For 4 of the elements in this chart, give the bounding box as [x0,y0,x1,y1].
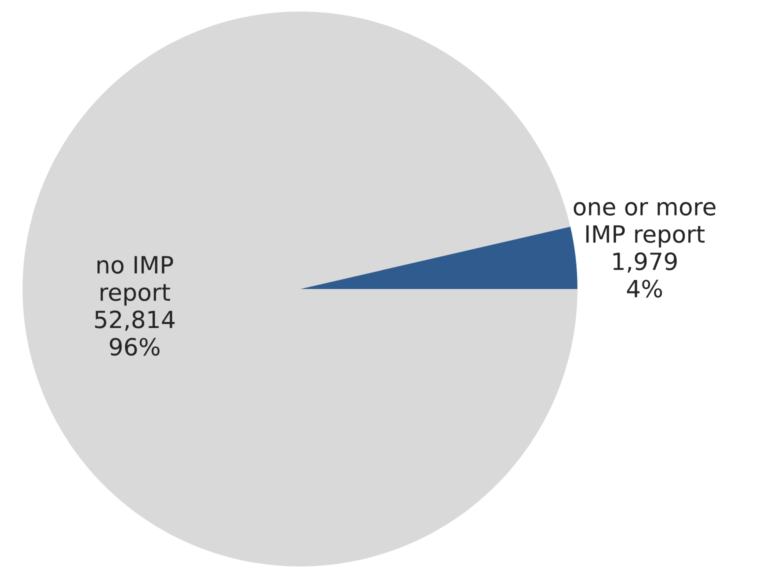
data-label: 52,814 96% [95,310,175,356]
slice-label: no IMP report [98,256,174,306]
slice-label: one or more IMP report [574,202,716,248]
data-label: 1,979 4% [613,252,677,298]
